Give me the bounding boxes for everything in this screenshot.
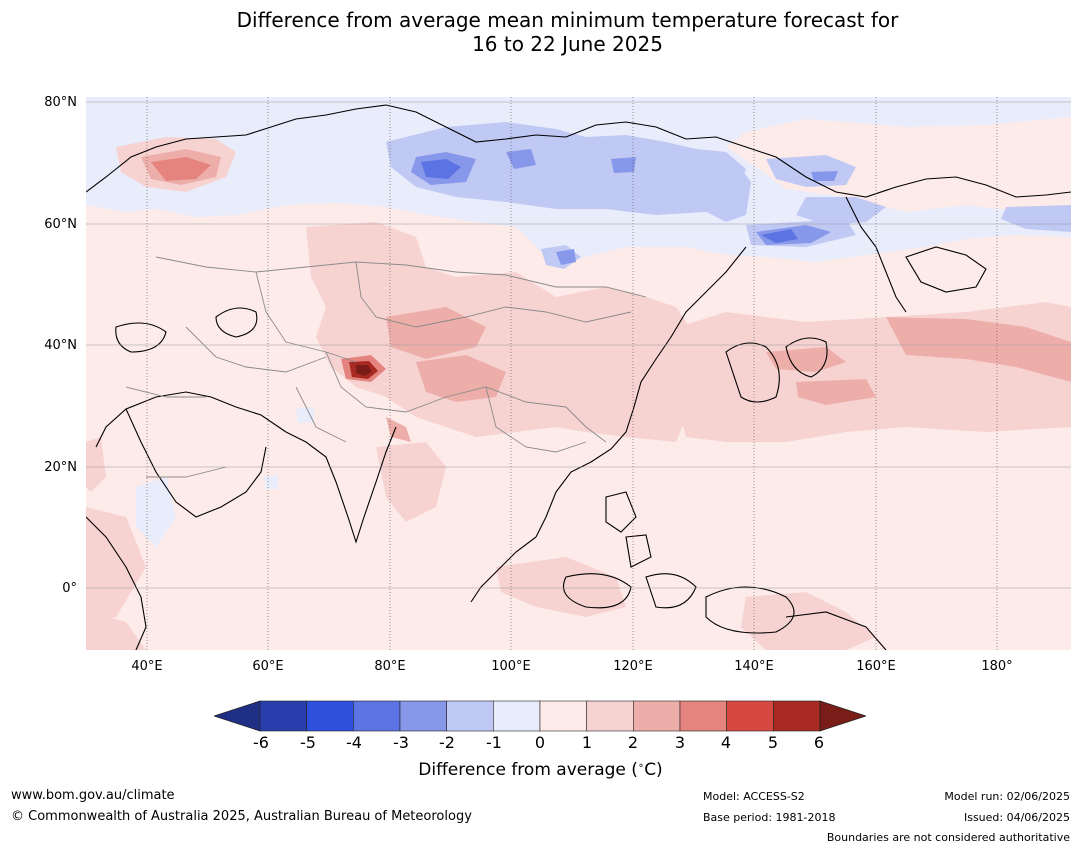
colorbar-tick: -2 (439, 733, 455, 752)
colorbar-segment (306, 700, 354, 732)
colorbar-extend-high (819, 700, 866, 732)
model-text: Model: ACCESS-S2 (703, 790, 805, 803)
colorbar-segment (259, 700, 307, 732)
website-link[interactable]: www.bom.gov.au/climate (11, 788, 175, 803)
anomaly-region (741, 592, 876, 650)
anomaly-region (611, 157, 636, 173)
colorbar-segment (726, 700, 774, 732)
colorbar-tick: 1 (581, 733, 593, 752)
colorbar (214, 700, 866, 732)
lat-label-20n: 20°N (44, 460, 77, 475)
anomaly-region (1001, 205, 1071, 232)
base-period-text: Base period: 1981-2018 (703, 811, 836, 824)
lon-label-180: 180° (981, 659, 1013, 674)
colorbar-extend-low (214, 700, 261, 732)
anomaly-region (696, 162, 751, 222)
forecast-map (86, 97, 1071, 650)
colorbar-segment (773, 700, 821, 732)
lon-label-120e: 120°E (613, 659, 653, 674)
lon-label-80e: 80°E (374, 659, 406, 674)
model-run-text: Model run: 02/06/2025 (944, 790, 1070, 803)
anomaly-region (761, 229, 798, 243)
colorbar-tick: -1 (486, 733, 502, 752)
anomaly-region (306, 222, 726, 442)
colorbar-tick: -4 (346, 733, 362, 752)
lon-label-140e: 140°E (734, 659, 774, 674)
anomaly-region (356, 365, 372, 376)
lon-label-160e: 160°E (856, 659, 896, 674)
anomaly-region (386, 307, 486, 359)
anomaly-region (86, 437, 106, 492)
anomaly-region (376, 245, 426, 277)
anomaly-region (136, 477, 176, 547)
colorbar-segment (679, 700, 727, 732)
copyright-text: © Commonwealth of Australia 2025, Austra… (11, 809, 472, 824)
colorbar-tick: 5 (767, 733, 779, 752)
anomaly-region (796, 379, 876, 405)
country-borders (125, 256, 647, 478)
disclaimer-text: Boundaries are not considered authoritat… (826, 831, 1070, 844)
anomaly-region (376, 442, 446, 522)
colorbar-tick: -6 (253, 733, 269, 752)
title-line-2: 16 to 22 June 2025 (472, 32, 663, 56)
anomaly-region (796, 197, 886, 225)
anomaly-region (86, 169, 146, 207)
anomaly-region (506, 149, 536, 169)
anomaly-region (151, 157, 211, 181)
map-latitude-lines (86, 101, 1071, 589)
colorbar-tick: 4 (720, 733, 732, 752)
colorbar-segment (493, 700, 541, 732)
anomaly-region (264, 475, 278, 489)
lon-label-60e: 60°E (252, 659, 284, 674)
anomaly-region (386, 122, 746, 215)
colorbar-segment (399, 700, 447, 732)
colorbar-tick: -3 (393, 733, 409, 752)
colorbar-tick: -5 (300, 733, 316, 752)
colorbar-title-unit: C) (644, 760, 663, 780)
title-line-1: Difference from average mean minimum tem… (236, 8, 899, 32)
lat-label-60n: 60°N (44, 217, 77, 232)
anomaly-region (886, 317, 1071, 382)
colorbar-segment (446, 700, 494, 732)
chart-title: Difference from average mean minimum tem… (0, 8, 1081, 56)
coastlines (86, 104, 1071, 650)
lat-label-0: 0° (62, 581, 77, 596)
issued-text: Issued: 04/06/2025 (963, 811, 1070, 824)
anomaly-region (496, 557, 626, 617)
anomaly-region (296, 407, 314, 423)
anomaly-region (766, 347, 846, 372)
lon-label-100e: 100°E (491, 659, 531, 674)
colorbar-tick: 3 (674, 733, 686, 752)
anomaly-region (86, 507, 146, 627)
colorbar-title: Difference from average (∘C) (418, 760, 663, 780)
colorbar-tick: 6 (813, 733, 825, 752)
anomaly-region (646, 302, 1071, 442)
map-gridlines (146, 97, 998, 650)
colorbar-segment (353, 700, 401, 732)
lat-label-40n: 40°N (44, 338, 77, 353)
colorbar-segment (539, 700, 587, 732)
colorbar-segment (586, 700, 634, 732)
anomaly-region (811, 171, 838, 181)
colorbar-tick: 0 (534, 733, 546, 752)
colorbar-segment (633, 700, 681, 732)
lat-label-80n: 80°N (44, 95, 77, 110)
anomaly-region (86, 612, 146, 650)
anomaly-region (416, 355, 506, 402)
anomaly-region (556, 249, 576, 265)
anomaly-region (421, 159, 461, 179)
colorbar-tick: 2 (627, 733, 639, 752)
colorbar-title-text: Difference from average ( (418, 760, 638, 780)
lon-label-40e: 40°E (131, 659, 163, 674)
